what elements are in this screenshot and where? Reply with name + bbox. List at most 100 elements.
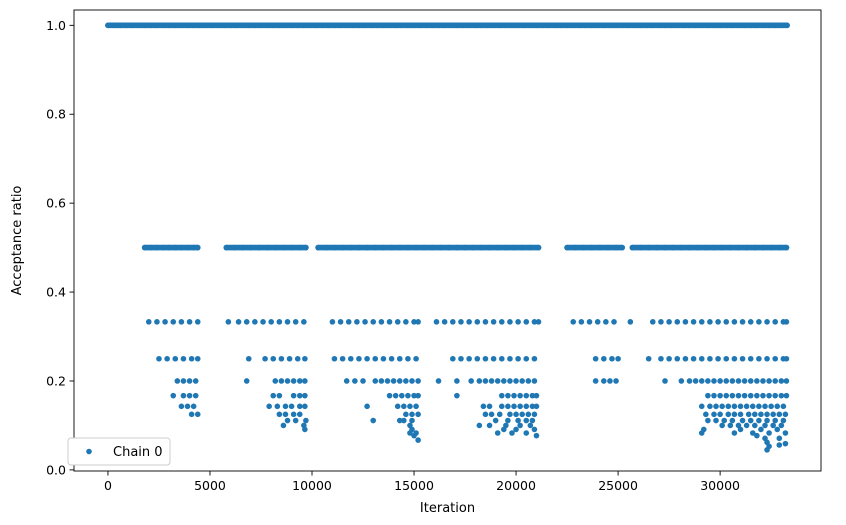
- data-point: [468, 378, 474, 384]
- data-point: [658, 319, 664, 325]
- data-point: [507, 378, 513, 384]
- data-point: [154, 319, 160, 325]
- data-point: [276, 411, 283, 418]
- legend: Chain 0: [67, 437, 171, 466]
- data-point: [362, 319, 368, 325]
- data-point: [768, 403, 774, 410]
- data-point: [403, 411, 409, 418]
- data-point: [678, 378, 685, 384]
- data-point: [186, 319, 193, 325]
- data-point: [488, 378, 495, 384]
- data-point: [292, 417, 299, 424]
- data-point: [731, 403, 738, 410]
- data-point: [586, 319, 593, 325]
- data-point: [505, 392, 511, 399]
- data-point: [454, 392, 460, 399]
- data-point: [498, 403, 505, 410]
- data-point: [303, 417, 309, 424]
- data-point: [533, 392, 540, 399]
- data-point: [531, 378, 538, 384]
- data-point: [511, 392, 517, 399]
- data-point: [494, 430, 501, 436]
- data-point: [758, 426, 764, 433]
- data-point: [343, 378, 350, 384]
- x-axis: 0 5000 10000 15000 20000 25000 30000: [104, 471, 740, 493]
- data-point: [466, 355, 472, 362]
- data-point: [411, 432, 417, 439]
- data-point: [533, 432, 540, 439]
- data-point: [360, 378, 366, 384]
- data-point: [476, 422, 483, 429]
- data-point: [721, 417, 727, 424]
- data-point: [690, 355, 697, 362]
- data-point: [347, 355, 354, 362]
- data-point: [529, 403, 536, 410]
- data-point: [274, 403, 281, 410]
- data-point: [686, 378, 693, 384]
- data-point: [394, 319, 401, 325]
- data-point: [302, 355, 308, 362]
- data-point: [296, 392, 303, 399]
- x-tick-label: 15000: [394, 478, 434, 493]
- data-point: [450, 319, 456, 325]
- data-point: [296, 411, 303, 418]
- data-point: [682, 355, 689, 362]
- data-point: [435, 378, 442, 384]
- data-point: [280, 422, 287, 429]
- data-point: [184, 403, 191, 410]
- x-tick-label: 30000: [700, 478, 740, 493]
- data-point: [690, 319, 697, 325]
- data-point: [329, 319, 336, 325]
- data-point: [466, 319, 472, 325]
- data-point: [188, 411, 195, 418]
- data-point: [783, 319, 790, 325]
- plot-frame: [73, 9, 822, 472]
- data-point: [766, 378, 772, 384]
- data-point: [170, 319, 177, 325]
- data-point: [172, 355, 179, 362]
- data-point: [511, 403, 517, 410]
- data-point: [411, 392, 417, 399]
- data-point: [666, 319, 672, 325]
- data-point: [719, 403, 725, 410]
- data-point: [278, 378, 285, 384]
- data-point: [170, 392, 177, 399]
- data-point: [747, 392, 754, 399]
- data-point: [474, 355, 481, 362]
- data-point: [515, 355, 521, 362]
- data-point: [262, 355, 268, 362]
- x-axis-title: Iteration: [420, 501, 475, 516]
- data-point: [682, 319, 689, 325]
- x-tick-label: 10000: [292, 478, 332, 493]
- data-point: [162, 319, 168, 325]
- data-point: [783, 378, 790, 384]
- data-point: [407, 403, 413, 410]
- data-point: [260, 319, 266, 325]
- y-axis-title: Acceptance ratio: [10, 186, 25, 296]
- legend-label: Chain 0: [113, 445, 163, 460]
- data-point: [441, 319, 448, 325]
- data-point: [517, 392, 523, 399]
- data-point: [396, 378, 403, 384]
- data-band: [629, 244, 790, 251]
- data-point: [507, 355, 513, 362]
- data-point: [607, 378, 613, 384]
- data-point: [725, 411, 732, 418]
- data-point: [523, 430, 530, 436]
- data-point: [145, 319, 152, 325]
- data-point: [766, 392, 772, 399]
- data-band: [105, 22, 790, 29]
- data-point: [186, 392, 193, 399]
- data-point: [386, 319, 393, 325]
- y-tick-label: 0.6: [46, 196, 66, 211]
- data-point: [729, 392, 736, 399]
- data-point: [729, 417, 736, 424]
- data-point: [190, 403, 197, 410]
- data-point: [294, 355, 301, 362]
- data-point: [474, 319, 481, 325]
- legend-box: [67, 437, 171, 466]
- data-point: [164, 355, 170, 362]
- data-point: [415, 437, 421, 443]
- data-point: [415, 392, 421, 399]
